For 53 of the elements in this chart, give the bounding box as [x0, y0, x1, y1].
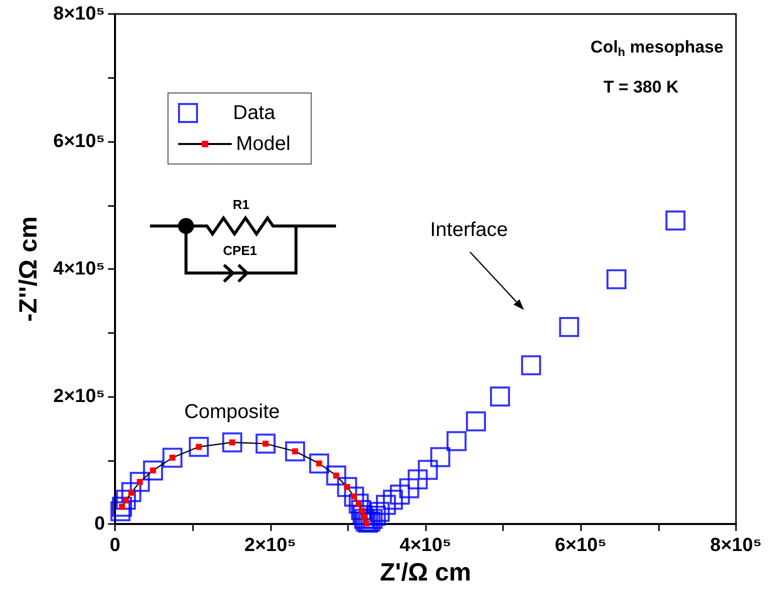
point: [466, 411, 486, 432]
point: [116, 490, 136, 510]
y-tick-label: 2×10⁵: [53, 386, 105, 407]
x-tick-label: 2×10⁵: [244, 535, 296, 556]
point: [606, 269, 626, 290]
point: [348, 494, 369, 514]
point: [418, 460, 438, 480]
x-axis-title: Z'/Ω cm: [380, 558, 472, 586]
point: [352, 505, 373, 526]
annotation: Interface: [430, 219, 508, 241]
point: [222, 432, 242, 452]
legend-label: Model: [236, 133, 290, 155]
y-tick-label: 0: [94, 514, 105, 534]
point: [559, 317, 580, 338]
annotation: T = 380 K: [603, 78, 679, 98]
point: [130, 472, 150, 492]
point: [382, 490, 403, 510]
annotation: CPE1: [223, 242, 257, 258]
point: [408, 469, 428, 490]
x-tick-label: 6×10⁵: [554, 535, 607, 556]
point: [285, 441, 306, 462]
point: [390, 484, 410, 505]
point: [344, 486, 364, 507]
y-tick-label: 6×10⁵: [53, 131, 105, 152]
point: [337, 477, 358, 498]
point: [326, 466, 346, 486]
point: [121, 482, 142, 502]
annotation: Composite: [184, 401, 280, 423]
point: [256, 434, 276, 454]
point: [376, 494, 396, 515]
point: [399, 478, 420, 498]
point: [446, 431, 467, 452]
y-tick-label: 4×10⁵: [53, 258, 105, 280]
point: [490, 386, 510, 406]
point: [309, 453, 330, 474]
annotation: Col$_{h}$ mesophase: [590, 38, 724, 60]
annotation: R1: [232, 196, 250, 212]
point: [521, 355, 542, 376]
x-tick-label: 8×10⁵: [710, 535, 762, 556]
point: [430, 447, 450, 468]
legend-label: Data: [233, 102, 276, 124]
y-axis-title: -Z''/Ω cm: [14, 216, 42, 322]
point: [370, 502, 390, 522]
point: [143, 460, 164, 480]
point: [188, 436, 209, 457]
point: [162, 448, 182, 468]
x-tick-label: 4×10⁵: [400, 535, 452, 556]
point: [351, 500, 372, 520]
x-tick-label: 0: [110, 535, 120, 556]
point: [112, 496, 132, 517]
point: [110, 501, 130, 522]
y-tick-label: 8×10⁵: [53, 4, 105, 24]
point: [665, 210, 686, 231]
